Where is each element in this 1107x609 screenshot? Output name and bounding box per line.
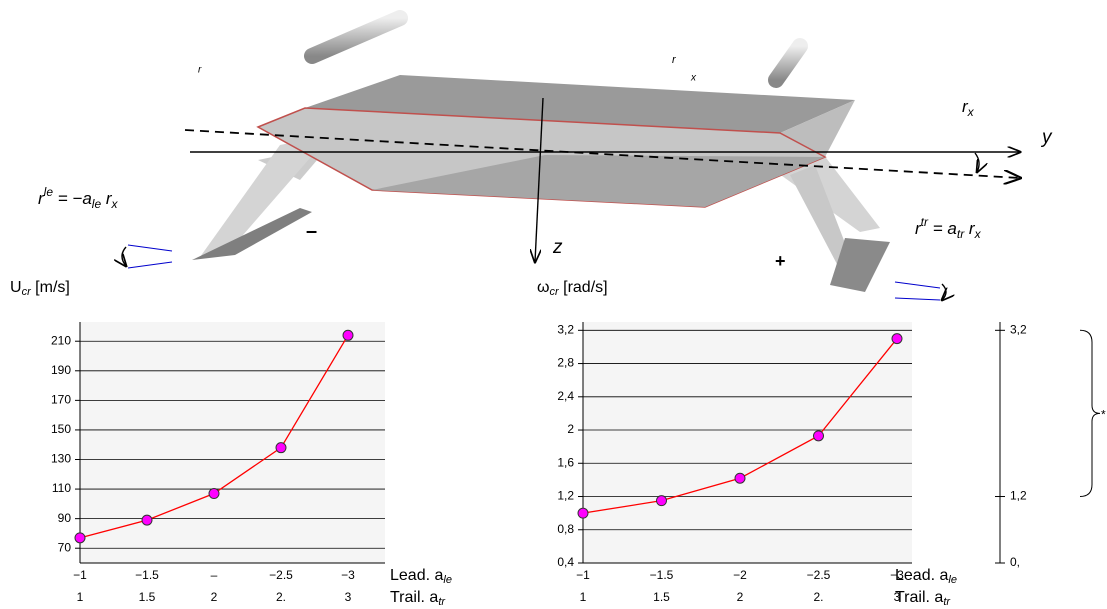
label: y (1040, 127, 1053, 148)
x-tick-label: −1 (73, 568, 87, 582)
x-tick-label: 2 (211, 590, 218, 604)
angle-line (128, 245, 172, 251)
axis-label: ωcr [rad/s] (537, 279, 608, 298)
figure: r r x rx y z – + rle = −ale rx rtr = atr… (0, 0, 1107, 609)
x-tick-label: 1.5 (139, 590, 156, 604)
cylinder (312, 18, 400, 56)
y2-tick-label: 1,2 (1010, 489, 1027, 503)
cylinder (776, 46, 800, 80)
annotation: * (1101, 408, 1106, 422)
x-tick-label: −3 (341, 568, 355, 582)
y2-tick-label: 0, (1010, 555, 1020, 569)
x-tick-label: 1 (77, 590, 84, 604)
label: rx (962, 97, 975, 119)
angle-line (895, 282, 940, 288)
marker (892, 334, 902, 344)
formula: rle = −ale rx (38, 185, 119, 211)
x-tick-label: −1.5 (650, 568, 674, 582)
y-tick-label: 1,6 (557, 455, 574, 469)
label: z (552, 237, 563, 258)
x-tick-label: −2.5 (269, 568, 293, 582)
x-tick-label: 2. (276, 590, 286, 604)
angle-arrow (122, 247, 126, 266)
angle-line (128, 262, 172, 268)
x-tick-label: 3 (345, 590, 352, 604)
plot-area (583, 322, 912, 563)
label: – (306, 220, 317, 242)
label: r (672, 54, 677, 66)
axis-label: Lead. ale (390, 567, 452, 586)
y-tick-label: 0,4 (557, 555, 574, 569)
y-tick-label: 210 (51, 333, 71, 347)
y-tick-label: 190 (51, 363, 71, 377)
angle-line (895, 298, 940, 300)
chart: 0,4 0,8 1,2 1,6 2 2,4 2,8 3,2 3,2 1,2 0, * −1 1 −1.5 1.… (537, 279, 1106, 608)
x-tick-label: −1.5 (135, 568, 159, 582)
x-tick-label: – (211, 568, 218, 582)
marker (343, 330, 353, 340)
x-tick-label: 1.5 (653, 590, 670, 604)
x-tick-label: −2.5 (807, 568, 831, 582)
chart: 70 90 110 130 150 170 190 210 −1 1 −1.5 1.5 – 2 −2.5 2.… (10, 279, 452, 608)
y-tick-label: 1,2 (557, 489, 574, 503)
axis-label: Lead. ale (895, 567, 957, 586)
y-tick-label: 0,8 (557, 522, 574, 536)
plot-area (80, 322, 385, 563)
label: r (198, 65, 202, 76)
label: + (775, 251, 786, 271)
angle-arrow (975, 153, 979, 172)
y-tick-label: 2 (567, 422, 574, 436)
x-tick-label: 2 (737, 590, 744, 604)
brace (1080, 330, 1100, 496)
y-tick-label: 70 (58, 540, 72, 554)
marker (578, 508, 588, 518)
x-tick-label: 2. (813, 590, 823, 604)
y-tick-label: 90 (58, 511, 72, 525)
marker (142, 515, 152, 525)
y-tick-label: 110 (52, 481, 71, 495)
axis-label: Trail. atr (895, 589, 951, 608)
diagram: r r x rx y z – + rle = −ale rx rtr = atr… (38, 18, 1053, 300)
y-tick-label: 170 (51, 393, 71, 407)
y2-tick-label: 3,2 (1010, 322, 1027, 336)
x-tick-label: −2 (733, 568, 747, 582)
marker (814, 431, 824, 441)
label: x (690, 73, 697, 84)
y-tick-label: 130 (51, 452, 71, 466)
marker (735, 473, 745, 483)
y-tick-label: 2,4 (557, 389, 574, 403)
axis-label: Ucr [m/s] (10, 279, 70, 298)
marker (657, 496, 667, 506)
axis-label: Trail. atr (390, 589, 446, 608)
angle-arrow (942, 284, 946, 300)
y-tick-label: 150 (51, 422, 71, 436)
x-tick-label: −1 (576, 568, 590, 582)
marker (75, 533, 85, 543)
y-tick-label: 3,2 (557, 322, 574, 336)
formula: rtr = atr rx (915, 215, 982, 241)
x-tick-label: 1 (580, 590, 587, 604)
y-tick-label: 2,8 (557, 356, 574, 370)
marker (276, 443, 286, 453)
marker (209, 489, 219, 499)
